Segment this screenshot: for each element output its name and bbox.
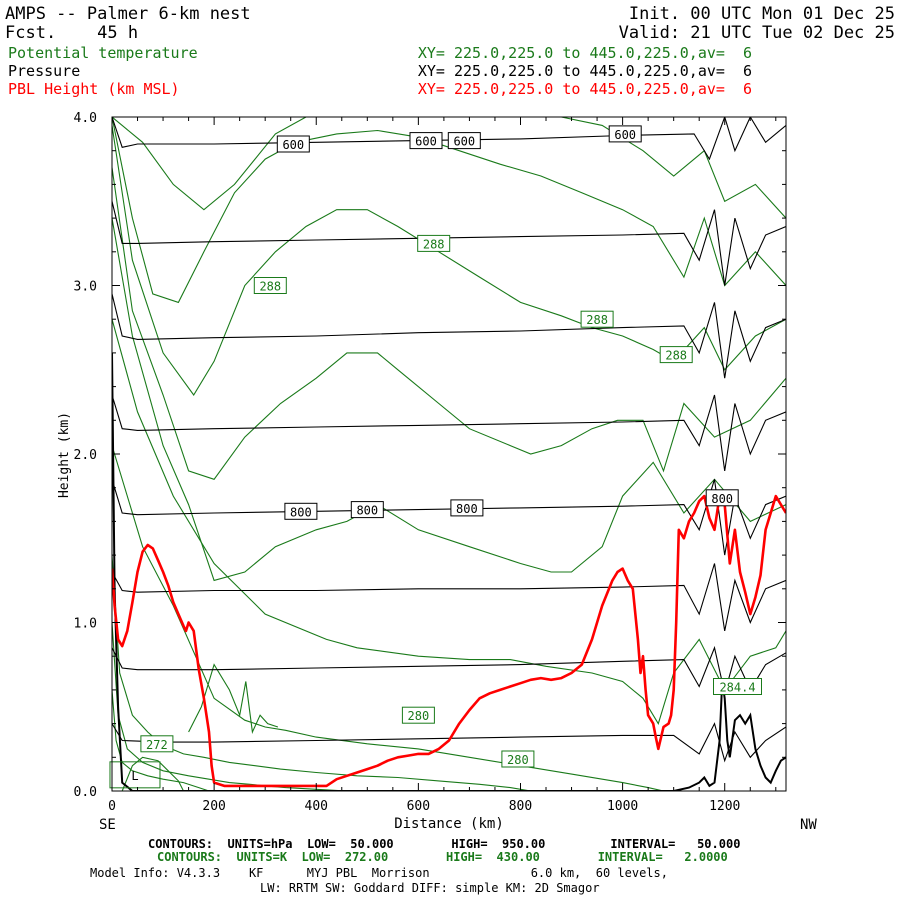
- y-tick-label-2: 2.0: [74, 448, 97, 463]
- theta-contour-3: [112, 167, 786, 480]
- theta-contour-2: [112, 218, 786, 582]
- y-tick-label-1: 1.0: [74, 617, 97, 632]
- pressure-label-2-box: [447, 132, 481, 150]
- footer-theta-contours: CONTOURS: UNITS=K LOW= 272.00 HIGH= 430.…: [157, 850, 728, 864]
- terrain-height-line: [112, 352, 786, 791]
- field-xy-theta: XY= 225.0,225.0 to 445.0,225.0,av= 6: [418, 44, 752, 62]
- y-tick-label-3: 3.0: [74, 280, 97, 295]
- header-valid: Valid: 21 UTC Tue 02 Dec 25: [619, 23, 895, 43]
- header-init: Init. 00 UTC Mon 01 Dec 25: [629, 4, 895, 24]
- y-axis-title: Height (km): [57, 412, 72, 498]
- pbl-height-series: [112, 494, 786, 788]
- theta-label-5: 280: [507, 753, 529, 767]
- field-name-pbl: PBL Height (km MSL): [8, 80, 180, 98]
- header-fcst: Fcst. 45 h: [5, 23, 138, 43]
- theta-label-3: 288: [665, 349, 687, 363]
- footer-physics-info: LW: RRTM SW: Goddard DIFF: simple KM: 2D…: [260, 881, 600, 895]
- pressure-contour-2: [112, 293, 786, 379]
- pressure-contour-1: [112, 201, 786, 286]
- pressure-contours: [112, 117, 786, 763]
- footer-model-info: Model Info: V4.3.3 KF MYJ PBL Morrison 6…: [90, 866, 668, 880]
- pressure-contour-6: [112, 645, 786, 694]
- theta-label-6-box: [140, 735, 174, 753]
- theta-contour-11: [121, 756, 184, 791]
- theta-label-7: 284.4: [719, 681, 755, 695]
- terrain-line: [112, 352, 786, 791]
- theta-label-4: 280: [408, 709, 430, 723]
- theta-label-7-box: [713, 678, 762, 695]
- axes: 0 200 400 600 800 1000 1200 0.0 1.0 2.0 3.0 4.0: [74, 111, 786, 814]
- x-tick-label-0: 0: [108, 799, 116, 814]
- y-tick-label-4: 4.0: [74, 111, 97, 126]
- low-marker-label: L: [131, 769, 138, 783]
- theta-contour-9: [112, 689, 210, 791]
- theta-contour-7: [112, 555, 531, 791]
- x-left-end-label: SE: [99, 817, 116, 833]
- pressure-label-5: 800: [356, 504, 378, 518]
- theta-contours: [112, 117, 786, 791]
- pressure-contour-4: [112, 479, 786, 556]
- theta-label-2: 288: [586, 313, 608, 327]
- pressure-label-1: 600: [415, 135, 437, 149]
- pressure-label-6: 800: [456, 502, 478, 516]
- theta-contour-10: [188, 663, 279, 734]
- pressure-contour-7: [112, 722, 786, 763]
- header-title: AMPS -- Palmer 6-km nest: [5, 4, 251, 24]
- theta-label-0: 288: [423, 237, 445, 251]
- pressure-label-1-box: [409, 132, 443, 150]
- x-tick-label-4: 800: [509, 799, 532, 814]
- x-tick-label-3: 600: [407, 799, 430, 814]
- pressure-label-6-box: [450, 499, 484, 517]
- pressure-label-3: 600: [614, 128, 636, 142]
- footer-pressure-contours: CONTOURS: UNITS=hPa LOW= 50.000 HIGH= 95…: [148, 837, 740, 851]
- x-tick-label-5: 1000: [607, 799, 638, 814]
- x-tick-label-6: 1200: [709, 799, 740, 814]
- pressure-label-3-box: [608, 125, 642, 143]
- field-name-theta: Potential temperature: [8, 44, 198, 62]
- pressure-label-7-box: [705, 489, 739, 507]
- pressure-contour-5: [112, 563, 786, 632]
- pressure-label-2: 600: [453, 135, 475, 149]
- theta-label-6: 272: [146, 738, 168, 752]
- theta-label-5-box: [501, 750, 535, 768]
- x-right-end-label: NW: [800, 817, 817, 833]
- x-tick-label-2: 400: [305, 799, 328, 814]
- low-marker-box: [109, 761, 161, 789]
- theta-contour-6: [112, 117, 786, 219]
- theta-label-1-box: [253, 277, 287, 294]
- theta-label-2-box: [580, 310, 614, 328]
- pressure-label-5-box: [350, 501, 384, 519]
- theta-label-3-box: [659, 346, 693, 364]
- theta-label-0-box: [417, 234, 451, 252]
- pressure-label-7: 800: [711, 492, 733, 506]
- pressure-label-0: 600: [282, 138, 304, 152]
- contour-labels: 600 600 600 600 800 800 800 800 288 288 288 288 280 2…: [109, 125, 762, 789]
- y-tick-label-0: 0.0: [74, 785, 97, 800]
- theta-label-1: 288: [259, 280, 281, 294]
- pressure-label-4-box: [284, 502, 318, 520]
- pressure-label-0-box: [276, 135, 310, 153]
- pressure-contour-3: [112, 394, 786, 471]
- theta-contour-1: [112, 319, 786, 725]
- x-tick-label-1: 200: [202, 799, 225, 814]
- field-xy-pbl: XY= 225.0,225.0 to 445.0,225.0,av= 6: [418, 80, 752, 98]
- plot-frame: [111, 116, 787, 792]
- x-axis-title: Distance (km): [394, 816, 504, 832]
- field-xy-pressure: XY= 225.0,225.0 to 445.0,225.0,av= 6: [418, 62, 752, 80]
- theta-contour-8: [112, 622, 347, 791]
- field-name-pressure: Pressure: [8, 62, 80, 80]
- theta-contour-0: [112, 445, 664, 791]
- pbl-height-line: [112, 494, 786, 788]
- pressure-label-4: 800: [290, 505, 312, 519]
- theta-label-4-box: [401, 706, 435, 724]
- pressure-contour-0: [112, 117, 786, 161]
